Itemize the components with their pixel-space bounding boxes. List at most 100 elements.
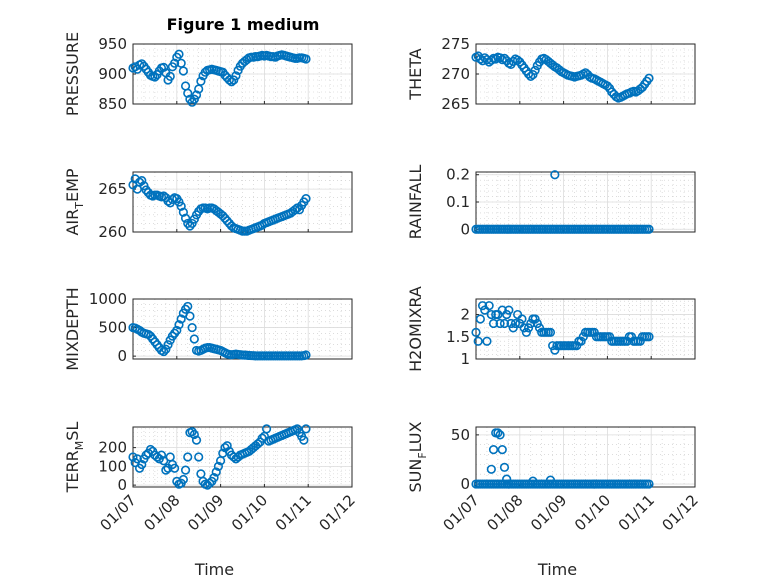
y-tick-label: 1000 [89,290,127,308]
y-axis-label-main: AIR [63,209,82,236]
data-point [299,435,309,445]
y-axis-label: RAINFALL [406,165,425,240]
data-point [550,170,560,180]
data-point [545,475,556,485]
axes-theta: 265 270 275 THETA [406,35,696,113]
data-point [482,336,492,346]
data-point [183,452,193,462]
data-point [644,479,654,489]
data-point [545,327,556,337]
figure-title: Figure 1 medium [167,15,320,34]
y-tick-label: 1.5 [446,328,470,346]
data-point [484,301,494,311]
data-point [183,88,193,98]
x-tick-label: 01/11 [615,491,658,534]
data-point [495,430,505,440]
data-point [226,77,237,87]
data-point [548,341,558,351]
data-point [261,424,272,434]
x-tick-label: 01/10 [228,491,271,534]
data-point [231,71,241,81]
x-tick-label: 01/09 [184,491,227,534]
data-point [290,205,300,215]
data-point [189,334,199,344]
data-point [495,318,505,329]
data-point [137,59,147,69]
x-tick-label: 01/11 [272,491,315,534]
y-tick-label: 850 [98,95,127,113]
data-point [602,81,613,91]
data-point [493,428,503,438]
data-point [301,424,311,434]
data-point [504,305,514,315]
data-point [191,435,202,445]
data-point [301,193,311,204]
data-point [644,332,654,342]
data-point [128,452,138,462]
data-point [159,346,169,357]
data-point [150,72,160,82]
data-point [499,462,510,472]
data-point [174,320,184,330]
x-tick-label: 01/07 [440,491,483,534]
data-point [185,221,195,231]
y-tick-label: 260 [98,223,127,241]
axes-border [132,426,353,488]
data-point [526,71,536,81]
axes-h2omixra: 1 1.5 2 H2OMIXRA [406,286,696,372]
y-axis-label-main: TERR [63,450,82,493]
data-point [517,314,527,324]
data-point [172,325,182,336]
data-point [508,323,518,333]
data-point [528,476,538,486]
data-point [156,450,167,460]
axes-sun_flux: 0 50 01/07 01/08 01/09 01/10 01/11 01/12 SUNFLUX… [406,421,702,579]
data-point [471,327,481,337]
data-point [504,479,514,489]
data-point [475,54,485,64]
data-point [132,454,142,464]
y-axis-label-subscript: F [416,452,429,458]
data-point [209,473,219,483]
y-axis-label: THETA [406,48,425,100]
data-point [253,439,263,449]
y-axis-label: TERRMSL [63,422,86,494]
data-point [213,461,224,471]
data-point [576,336,586,346]
y-tick-label: 200 [98,439,127,457]
axes-air_temp: 260 265 AIRTEMP [63,168,353,241]
data-point [178,66,188,76]
y-tick-label: 2 [460,306,470,324]
data-point [644,224,654,234]
y-axis-label: MIXDEPTH [63,287,82,370]
axes-rainfall: 0 0.1 0.2 RAINFALL [406,165,696,240]
axes-mixdepth: 0 500 1000 MIXDEPTH [63,287,353,371]
data-point [178,474,188,485]
data-point [491,54,501,64]
y-axis-label-main: MIXDEPTH [63,287,82,370]
data-point [301,350,311,360]
y-axis-label-main: THETA [406,48,425,100]
x-tick-label: 01/07 [97,491,140,534]
y-tick-label: 0.1 [446,193,470,211]
y-tick-label: 100 [98,457,127,475]
data-point [589,479,599,489]
data-point [194,452,204,462]
y-axis-label-main: H2OMIXRA [406,286,425,372]
y-tick-label: 1 [460,350,470,368]
data-point [185,311,195,321]
axes-pressure: 850 900 950 PRESSURE [63,32,353,116]
data-point [521,327,531,337]
data-point [510,318,521,329]
data-point [506,318,516,329]
data-point [189,429,199,440]
data-point [502,474,512,484]
data-point [187,322,197,333]
y-axis-label: AIRTEMP [63,168,86,235]
data-point [137,175,147,186]
data-point [196,76,206,86]
data-point [180,213,191,223]
y-axis-label: PRESSURE [63,32,82,116]
